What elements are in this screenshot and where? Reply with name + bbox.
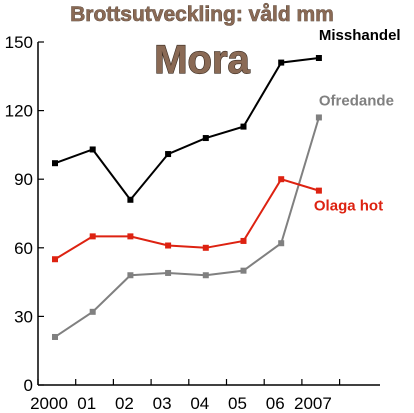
data-point-0-5 (240, 123, 247, 130)
series-label-0: Misshandel (319, 27, 401, 44)
data-point-1-4 (202, 272, 209, 279)
y-tick-label: 60 (14, 239, 33, 258)
data-point-1-1 (89, 308, 96, 315)
y-tick-label: 90 (14, 170, 33, 189)
y-tick-label: 0 (24, 376, 33, 395)
data-point-1-2 (127, 272, 134, 279)
y-tick-label: 150 (5, 33, 33, 52)
x-tick-label: 01 (77, 394, 96, 413)
series-label-1: Ofredande (319, 92, 394, 109)
series-line-0 (54, 57, 320, 202)
data-point-1-5 (240, 267, 247, 274)
data-point-2-6 (278, 176, 285, 183)
x-tick-label: 2007 (294, 394, 332, 413)
data-point-0-7 (315, 55, 322, 62)
x-tick-label: 2000 (30, 394, 68, 413)
x-tick-label: 02 (115, 394, 134, 413)
series-label-2: Olaga hot (314, 198, 383, 215)
data-point-0-3 (165, 151, 172, 158)
data-point-2-4 (202, 244, 209, 251)
data-point-0-4 (202, 135, 209, 142)
y-tick-label: 120 (5, 102, 33, 121)
chart-series-labels: Misshandel Ofredande Olaga hot (314, 27, 401, 215)
data-point-1-6 (278, 240, 285, 247)
data-point-0-2 (127, 196, 134, 203)
series-line-2 (54, 178, 320, 261)
chart-subtitle: Mora (154, 38, 250, 82)
data-point-2-5 (240, 237, 247, 244)
x-tick-label: 03 (153, 394, 172, 413)
series-line-1 (54, 117, 320, 338)
x-tick-label: 05 (228, 394, 247, 413)
chart-axes: 0 30 60 90 120 150 2000 01 02 03 04 05 06 2007 (5, 33, 380, 413)
x-tick-label: 06 (266, 394, 285, 413)
data-point-1-0 (52, 333, 58, 340)
data-point-2-7 (315, 187, 322, 194)
data-point-2-3 (165, 242, 172, 249)
chart-series (52, 55, 322, 340)
data-point-2-0 (52, 256, 58, 263)
chart-title: Brottsutveckling: våld mm (70, 3, 334, 26)
y-tick-label: 30 (14, 307, 33, 326)
data-point-0-6 (278, 59, 285, 66)
data-point-2-2 (127, 233, 134, 240)
data-point-0-0 (52, 160, 58, 167)
data-point-2-1 (89, 233, 96, 240)
data-point-1-3 (165, 269, 172, 276)
x-tick-label: 04 (190, 394, 209, 413)
data-point-0-1 (89, 146, 96, 153)
data-point-1-7 (315, 114, 322, 121)
